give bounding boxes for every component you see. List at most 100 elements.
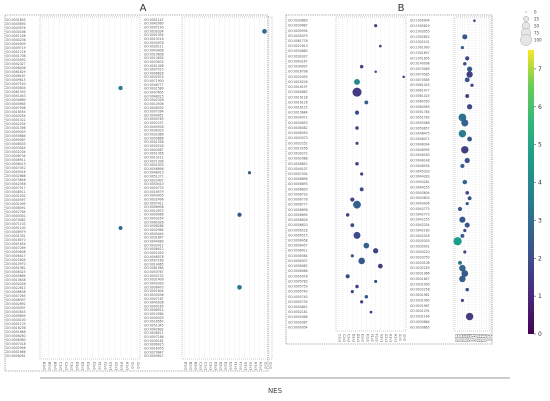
go-term-label: GO:0006777: [288, 203, 308, 207]
x-tick-label: B2v3: [47, 362, 51, 370]
x-tick-label: C1v3: [199, 362, 203, 370]
data-point: [358, 257, 365, 265]
go-term-label: GO:0043410: [144, 182, 164, 186]
go-term-label: GO:0048511: [6, 190, 26, 194]
go-term-label: GO:0006364: [288, 254, 308, 258]
go-term-label: GO:0042060: [144, 22, 164, 26]
go-term-label: GO:0016570: [6, 238, 26, 242]
data-point: [461, 270, 469, 277]
data-point: [466, 66, 473, 72]
data-point: [374, 279, 378, 283]
go-term-label: GO:0051782: [410, 116, 430, 120]
go-term-label: GO:0044107: [288, 167, 308, 171]
go-term-label: GO:0032386: [144, 133, 164, 137]
x-tick-label: E1v3: [224, 362, 228, 370]
go-term-label: GO:0030029: [144, 316, 164, 320]
x-tick-label: I1v3: [264, 362, 268, 369]
go-term-label: GO:0005740: [288, 295, 308, 299]
x-tick-label: I1v3: [398, 334, 402, 341]
data-point: [355, 161, 359, 166]
data-point: [247, 171, 252, 175]
go-term-label: GO:0032258: [410, 288, 430, 292]
go-term-label: GO:0010970: [6, 262, 26, 266]
data-point: [460, 298, 464, 302]
go-term-label: GO:0001558: [144, 140, 164, 144]
go-term-label: GO:0051668: [6, 330, 26, 334]
go-term-label: GO:0031099: [6, 202, 26, 206]
data-point: [473, 19, 476, 22]
size-legend-label: 50: [534, 23, 540, 28]
go-term-label: GO:0031164: [410, 315, 430, 319]
go-term-label: GO:1901605: [410, 56, 430, 60]
x-tick-label: D2v3: [81, 362, 85, 370]
go-term-label: GO:0009719: [6, 46, 26, 50]
go-term-label: GO:0042058: [6, 182, 26, 186]
go-term-label: GO:0045664: [6, 274, 26, 278]
x-tick-label: I1v3: [485, 334, 489, 341]
go-term-label: GO:0016125: [288, 106, 308, 110]
go-term-label: GO:0006066: [288, 269, 308, 273]
x-tick-label: G2v3: [384, 334, 388, 342]
go-term-label: GO:0051050: [144, 251, 164, 255]
data-point: [457, 206, 463, 212]
data-point: [462, 179, 468, 185]
panel-B: B GO:0030863GO:0030687GO:0035994GO:003047…: [285, 3, 493, 345]
go-term-label: GO:0042180: [410, 228, 430, 232]
data-point: [465, 94, 470, 98]
data-point: [462, 34, 468, 40]
colorbar-tick-label: 6: [538, 104, 542, 111]
go-term-label: GO:0016226: [288, 80, 308, 84]
data-point: [350, 223, 355, 228]
data-point: [359, 64, 364, 69]
x-tick-label: D1v3: [75, 362, 79, 370]
go-term-label: GO:0002764: [6, 210, 26, 214]
data-point: [465, 202, 469, 206]
data-point: [465, 312, 474, 321]
data-point: [460, 233, 465, 238]
go-term-label: GO:0042255: [410, 218, 430, 222]
x-tick-label: F2v3: [239, 362, 243, 370]
go-term-label: GO:0045936: [144, 301, 164, 305]
go-term-label: GO:0000054: [288, 325, 308, 329]
go-term-label: GO:0061629: [6, 70, 26, 74]
go-term-label: GO:0045444: [144, 232, 164, 236]
go-term-label: GO:0006915: [144, 343, 164, 347]
go-term-label: GO:0006511: [144, 331, 164, 335]
data-point: [355, 284, 359, 289]
go-term-label: GO:0031967: [410, 304, 430, 308]
go-term-label: GO:0031291: [410, 309, 430, 313]
data-point: [369, 310, 373, 314]
go-term-label: GO:0045732: [144, 274, 164, 278]
go-term-label: GO:0006082: [288, 264, 308, 268]
go-term-label: GO:0006413: [6, 162, 26, 166]
go-term-label: GO:0006626: [288, 218, 308, 222]
go-term-label: GO:0016554: [6, 110, 26, 114]
go-term-label: GO:0001934: [144, 33, 164, 37]
size-legend-label: 0: [534, 9, 537, 14]
go-term-label: GO:0006515: [288, 233, 308, 237]
x-tick-label: C1v3: [58, 362, 62, 370]
go-term-label: GO:0033674: [144, 60, 164, 64]
data-point: [353, 200, 361, 209]
data-point: [402, 75, 405, 79]
go-term-label: GO:0048471: [410, 137, 430, 141]
go-term-label: GO:0006458: [288, 238, 308, 242]
go-term-label: GO:0043576: [6, 26, 26, 30]
go-term-label: GO:0031400: [144, 278, 164, 282]
x-tick-label: D1v3: [461, 334, 465, 342]
go-term-label: GO:0051784: [410, 110, 430, 114]
go-term-label: GO:0007052: [6, 166, 26, 170]
x-tick-label: G2v3: [478, 334, 482, 342]
size-legend-label: 25: [534, 16, 540, 21]
go-term-label: GO:0001666: [6, 350, 26, 354]
go-term-label: GO:0030100: [6, 318, 26, 322]
data-point: [352, 87, 362, 97]
data-point: [453, 237, 462, 246]
go-term-label: GO:0033750: [410, 255, 430, 259]
go-term-label: GO:0006778: [288, 198, 308, 202]
go-term-label: GO:0043405: [144, 194, 164, 198]
x-tick-label: C1v3: [337, 334, 341, 342]
go-term-label: GO:0051056: [144, 152, 164, 156]
go-term-label: GO:0006260: [6, 334, 26, 338]
